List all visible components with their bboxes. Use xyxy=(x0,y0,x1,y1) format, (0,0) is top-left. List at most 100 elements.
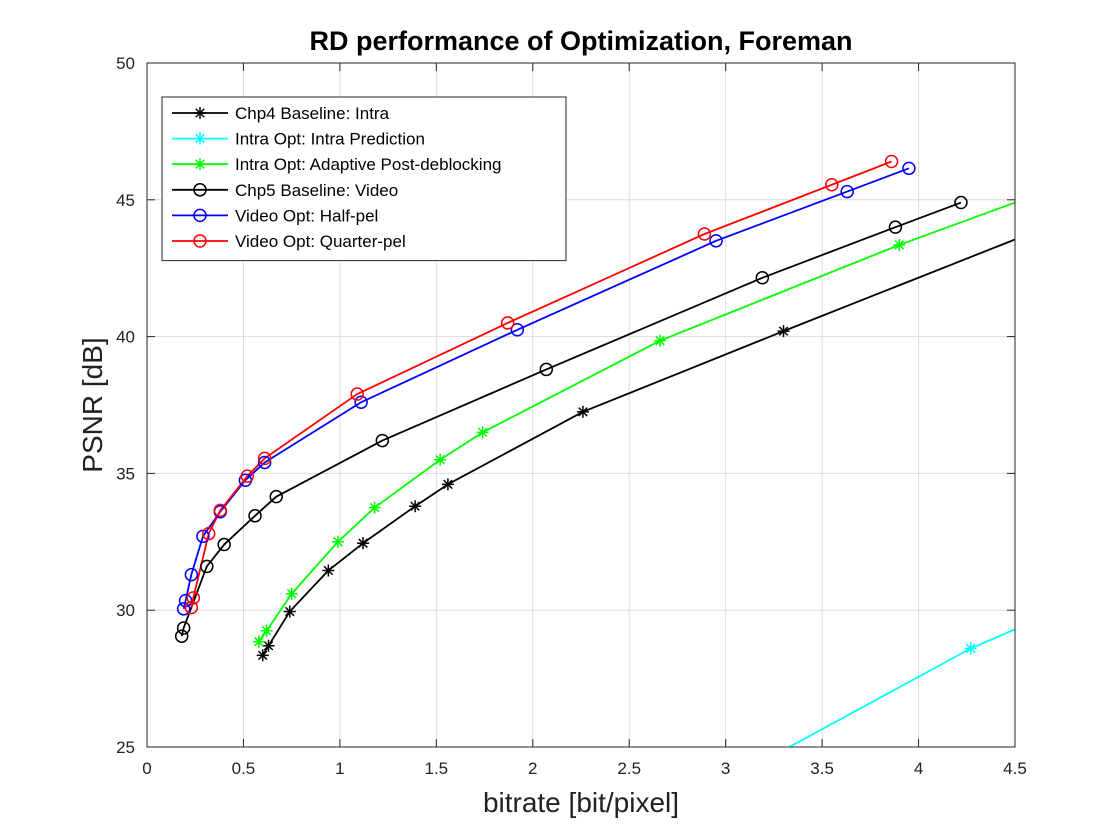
data-point xyxy=(201,526,216,541)
series-line-6 xyxy=(190,160,892,608)
series-markers-6 xyxy=(184,154,899,615)
series-markers-4 xyxy=(174,195,968,643)
x-axis-label: bitrate [bit/pixel] xyxy=(483,787,679,818)
data-point xyxy=(174,629,189,643)
data-point xyxy=(176,621,191,635)
data-point xyxy=(539,362,554,377)
legend-label: Video Opt: Quarter-pel xyxy=(235,232,406,251)
data-point xyxy=(755,271,770,285)
data-point xyxy=(262,639,275,652)
legend-marker xyxy=(194,158,206,171)
x-tick-label: 4 xyxy=(914,759,923,778)
legend-label: Video Opt: Half-pel xyxy=(235,206,378,225)
x-tick-label: 1.5 xyxy=(425,759,449,778)
data-point xyxy=(248,509,262,523)
data-point xyxy=(709,234,723,248)
legend-entry: Intra Opt: Intra Prediction xyxy=(172,130,425,149)
data-point xyxy=(434,453,447,466)
legend: Chp4 Baseline: Intra Intra Opt: Intra Pre… xyxy=(161,96,567,262)
legend-marker xyxy=(194,107,206,119)
legend-label: Chp5 Baseline: Video xyxy=(235,181,398,200)
data-point xyxy=(357,537,370,550)
data-point xyxy=(697,227,712,241)
data-point xyxy=(884,154,899,169)
data-point xyxy=(840,184,854,199)
data-point xyxy=(322,564,335,577)
data-point xyxy=(368,501,381,514)
legend-marker xyxy=(193,234,207,248)
markers-layer xyxy=(174,154,977,662)
legend-entry: Chp4 Baseline: Intra xyxy=(172,104,390,123)
data-point xyxy=(825,178,839,192)
legend-marker xyxy=(193,208,207,223)
y-axis-label: PSNR [dB] xyxy=(77,337,108,472)
x-tick-label: 3.5 xyxy=(810,759,834,778)
data-point xyxy=(777,325,790,338)
data-point xyxy=(954,195,968,210)
legend-entry: Intra Opt: Adaptive Post-deblocking xyxy=(172,155,502,174)
y-tick-label: 35 xyxy=(116,464,135,483)
data-point xyxy=(893,238,906,251)
series-layer xyxy=(180,160,1015,747)
data-point xyxy=(409,500,422,513)
series-line-3 xyxy=(258,201,1015,643)
legend-box xyxy=(161,96,567,262)
data-point xyxy=(257,455,272,470)
data-point xyxy=(184,567,199,582)
y-tick-label: 50 xyxy=(116,54,135,73)
y-tick-label: 25 xyxy=(116,738,135,757)
data-point xyxy=(510,323,525,337)
x-tick-label: 2 xyxy=(528,759,537,778)
data-point xyxy=(576,405,589,418)
data-point xyxy=(375,433,390,448)
series-line-5 xyxy=(182,167,910,610)
data-point xyxy=(285,587,298,600)
legend-label: Intra Opt: Intra Prediction xyxy=(235,130,425,149)
series-markers-1 xyxy=(256,325,790,662)
data-point xyxy=(476,426,489,439)
data-point xyxy=(331,535,344,548)
data-point xyxy=(186,591,201,605)
plot-frame xyxy=(146,62,1016,748)
legend-marker xyxy=(194,132,206,145)
data-point xyxy=(213,503,228,518)
y-tick-label: 45 xyxy=(116,191,135,210)
legend-entry: Chp5 Baseline: Video xyxy=(172,181,398,200)
data-point xyxy=(441,478,454,491)
data-point xyxy=(256,649,269,662)
data-point xyxy=(354,395,368,410)
data-point xyxy=(240,469,255,483)
x-tick-label: 3 xyxy=(721,759,730,778)
data-point xyxy=(200,559,214,574)
data-point xyxy=(184,600,199,615)
data-point xyxy=(252,635,265,648)
data-point xyxy=(964,642,977,655)
x-tick-label: 1 xyxy=(335,759,344,778)
legend-entry: Video Opt: Quarter-pel xyxy=(172,232,406,251)
series-markers-2 xyxy=(964,642,977,655)
x-tick-label: 0 xyxy=(142,759,151,778)
legend-label: Intra Opt: Adaptive Post-deblocking xyxy=(235,155,502,174)
legend-entry: Video Opt: Half-pel xyxy=(172,206,378,225)
data-point xyxy=(888,220,903,234)
data-point xyxy=(217,537,231,552)
x-tick-label: 0.5 xyxy=(232,759,256,778)
y-tick-label: 40 xyxy=(116,328,135,347)
axis-ticks: 0 0.5 1 1.5 2 2.5 3 3.5 4 4.5 25 30 35 40 45 50 xyxy=(116,54,1027,778)
x-tick-label: 2.5 xyxy=(617,759,641,778)
data-point xyxy=(283,605,296,618)
data-point xyxy=(260,624,273,637)
y-tick-label: 30 xyxy=(116,601,135,620)
data-point xyxy=(176,602,191,616)
chart-title: RD performance of Optimization, Foreman xyxy=(309,26,852,56)
series-line-1 xyxy=(261,238,1015,656)
data-point xyxy=(902,161,916,176)
series-line-4 xyxy=(180,201,962,637)
series-markers-3 xyxy=(252,238,906,648)
x-tick-label: 4.5 xyxy=(1003,759,1027,778)
legend-label: Chp4 Baseline: Intra xyxy=(235,104,390,123)
data-point xyxy=(269,489,283,504)
data-point xyxy=(654,334,667,347)
data-point xyxy=(350,387,364,401)
